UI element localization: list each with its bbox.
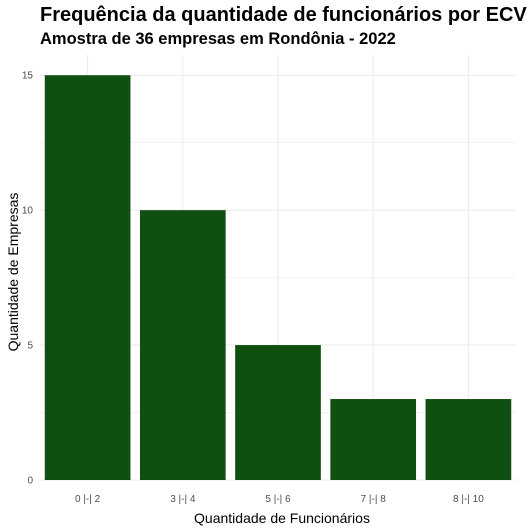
bar-2 [235, 345, 321, 480]
x-tick-label-3: 7 |-| 8 [361, 494, 387, 505]
x-tick-labels: 0 |-| 2 3 |-| 4 5 |-| 6 7 |-| 8 8 |-| 10 [75, 494, 484, 505]
x-tick-label-1: 3 |-| 4 [170, 494, 196, 505]
x-tick-label-0: 0 |-| 2 [75, 494, 101, 505]
y-tick-label-3: 15 [22, 71, 34, 82]
chart-subtitle: Amostra de 36 empresas em Rondônia - 202… [40, 30, 396, 48]
bar-0 [44, 75, 131, 480]
bars [44, 75, 512, 480]
y-tick-label-1: 5 [27, 341, 33, 352]
y-tick-label-0: 0 [27, 476, 33, 487]
bar-3 [330, 399, 417, 480]
bar-1 [139, 210, 226, 480]
x-axis-title: Quantidade de Funcionários [194, 510, 370, 526]
y-axis-title: Quantidade de Empresas [5, 193, 21, 352]
chart-title: Frequência da quantidade de funcionários… [40, 4, 527, 26]
x-tick-label-2: 5 |-| 6 [265, 494, 291, 505]
y-tick-labels: 0 5 10 15 [22, 71, 34, 487]
x-tick-label-4: 8 |-| 10 [453, 494, 484, 505]
y-tick-label-2: 10 [22, 206, 34, 217]
bar-4 [425, 399, 512, 480]
